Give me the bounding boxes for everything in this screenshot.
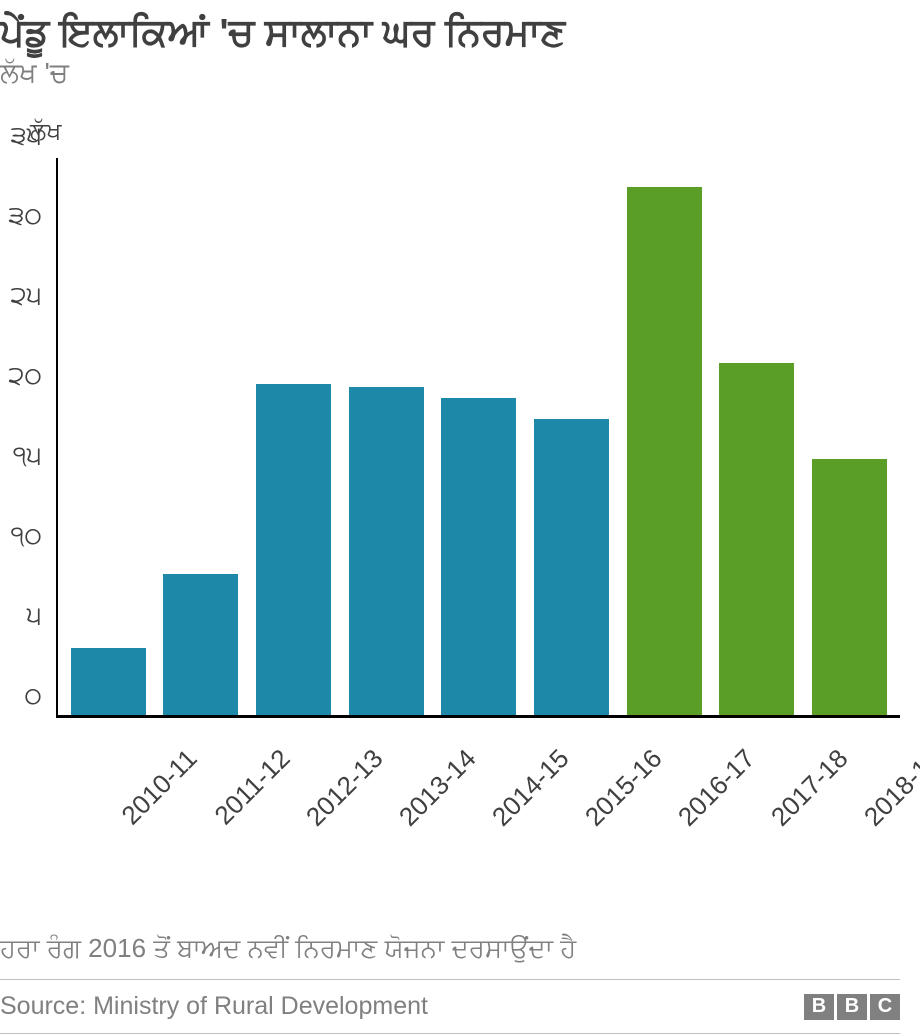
bar-plot — [56, 158, 900, 718]
x-axis: 2010-112011-122012-132013-142014-152015-… — [56, 726, 900, 769]
bbc-logo-letter: B — [804, 994, 834, 1020]
y-tick-label: ੧੦ — [0, 520, 42, 552]
bar — [534, 419, 609, 715]
y-tick-label: ੧੫ — [0, 440, 42, 472]
x-tick: 2010-11 — [69, 726, 144, 769]
x-tick-label: 2012-13 — [300, 743, 389, 832]
y-tick-label: ੩੫ — [0, 120, 42, 152]
bar — [441, 398, 516, 715]
chart-footnote: ਹਰਾ ਰੰਗ 2016 ਤੋਂ ਬਾਅਦ ਨਵੀਂ ਨਿਰਮਾਣ ਯੋਜਨਾ … — [0, 933, 900, 980]
bar — [256, 384, 331, 715]
chart-title: ਪੇਂਡੂ ਇਲਾਕਿਆਂ 'ਚ ਸਾਲਾਨਾ ਘਰ ਨਿਰਮਾਣ — [0, 12, 900, 55]
bbc-logo-letter: C — [870, 994, 900, 1020]
x-tick-label: 2013-14 — [393, 743, 482, 832]
y-tick-label: ੨੦ — [0, 360, 42, 392]
bar — [71, 648, 146, 715]
x-tick-label: 2014-15 — [486, 743, 575, 832]
chart-footer: Source: Ministry of Rural Development BB… — [0, 980, 900, 1034]
bbc-logo: BBC — [804, 994, 900, 1020]
bar — [163, 574, 238, 715]
chart-area: ਲੱਖ ੦੫੧੦੧੫੨੦੨੫੩੦੩੫ 2010-112011-122012-13… — [0, 118, 900, 818]
bar — [349, 387, 424, 715]
x-tick-label: 2018-19 — [858, 743, 920, 832]
y-tick-label: ੫ — [0, 600, 42, 632]
bbc-logo-letter: B — [837, 994, 867, 1020]
y-tick-label: ੨੫ — [0, 280, 42, 312]
x-tick-label: 2011-12 — [208, 743, 296, 831]
x-tick-label: 2015-16 — [579, 743, 668, 832]
bar — [627, 187, 702, 715]
source-text: Source: Ministry of Rural Development — [0, 992, 428, 1021]
x-tick-label: 2017-18 — [765, 743, 854, 832]
y-tick-label: ੦ — [0, 680, 42, 712]
y-axis: ੦੫੧੦੧੫੨੦੨੫੩੦੩੫ — [0, 158, 52, 718]
x-tick-label: 2010-11 — [115, 743, 203, 831]
x-tick-label: 2016-17 — [672, 743, 761, 832]
chart-subtitle: ਲੱਖ 'ਚ — [0, 57, 900, 90]
y-tick-label: ੩੦ — [0, 200, 42, 232]
bar — [812, 459, 887, 715]
bar — [719, 363, 794, 715]
